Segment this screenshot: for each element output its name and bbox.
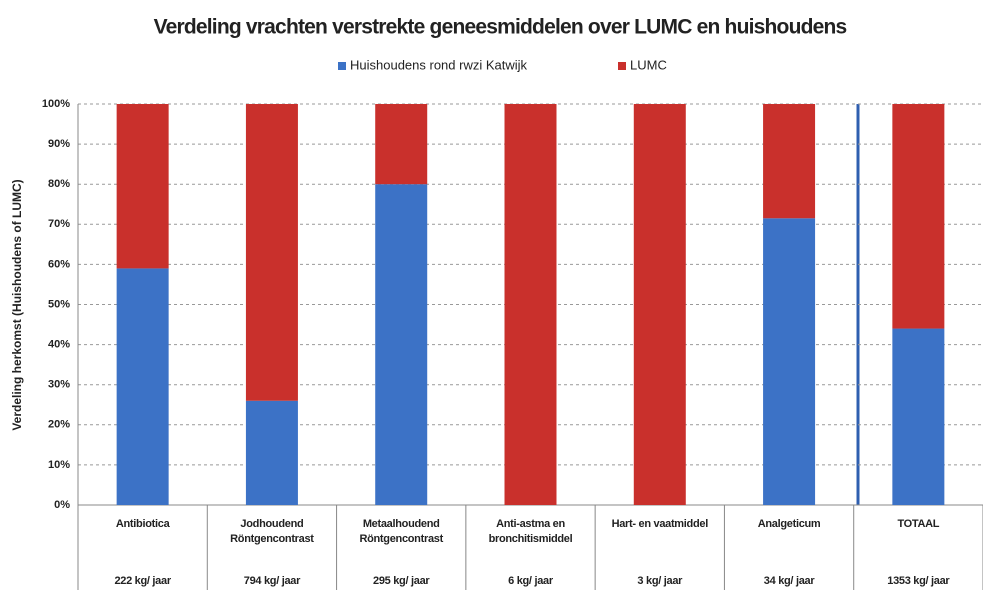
bar-segment [633,104,686,505]
bar-segment [504,104,557,505]
y-tick-label: 50% [48,298,70,310]
category-total: 6 kg/ jaar [508,575,553,587]
x-tick-label: Analgeticum [757,518,821,530]
y-tick-label: 80% [48,178,70,190]
x-tick-label: Antibiotica [115,518,170,530]
bar-segment [116,268,169,505]
y-tick-label: 0% [54,499,70,511]
y-axis-label: Verdeling herkomst (Huishoudens of LUMC) [10,179,24,430]
chart-title: Verdeling vrachten verstrekte geneesmidd… [154,16,847,39]
y-tick-label: 20% [48,419,70,431]
legend-swatch [618,62,626,70]
y-tick-label: 60% [48,258,70,270]
y-tick-label: 30% [48,379,70,391]
category-total: 222 kg/ jaar [114,575,171,587]
x-tick-label: Jodhoudend Röntgencontrast [230,518,314,545]
legend-label: Huishoudens rond rwzi Katwijk [350,57,528,72]
bar-segment [245,104,298,401]
x-tick-label: Anti-astma en bronchitismiddel [488,518,573,545]
bar-segment [892,104,945,329]
x-tick-label: TOTAAL [897,518,940,530]
bar-segment [375,104,428,185]
y-tick-label: 100% [42,98,70,110]
y-tick-label: 90% [48,138,70,150]
bar-segment [116,104,169,269]
bar-segment [892,328,945,505]
bar-segment [763,104,816,219]
bar-segment [763,218,816,505]
bar-segment [375,184,428,505]
y-tick-label: 40% [48,339,70,351]
category-total: 1353 kg/ jaar [887,575,950,587]
legend-label: LUMC [630,57,667,72]
bar-segment [245,400,298,505]
x-tick-label: Hart- en vaatmiddel [611,518,709,530]
y-tick-label: 10% [48,459,70,471]
category-total: 3 kg/ jaar [637,575,683,587]
category-total: 295 kg/ jaar [373,575,430,587]
x-tick-label: Metaalhoudend Röntgencontrast [359,518,443,545]
category-total: 34 kg/ jaar [763,575,815,587]
y-tick-label: 70% [48,218,70,230]
category-total: 794 kg/ jaar [243,575,301,587]
legend-swatch [338,62,346,70]
